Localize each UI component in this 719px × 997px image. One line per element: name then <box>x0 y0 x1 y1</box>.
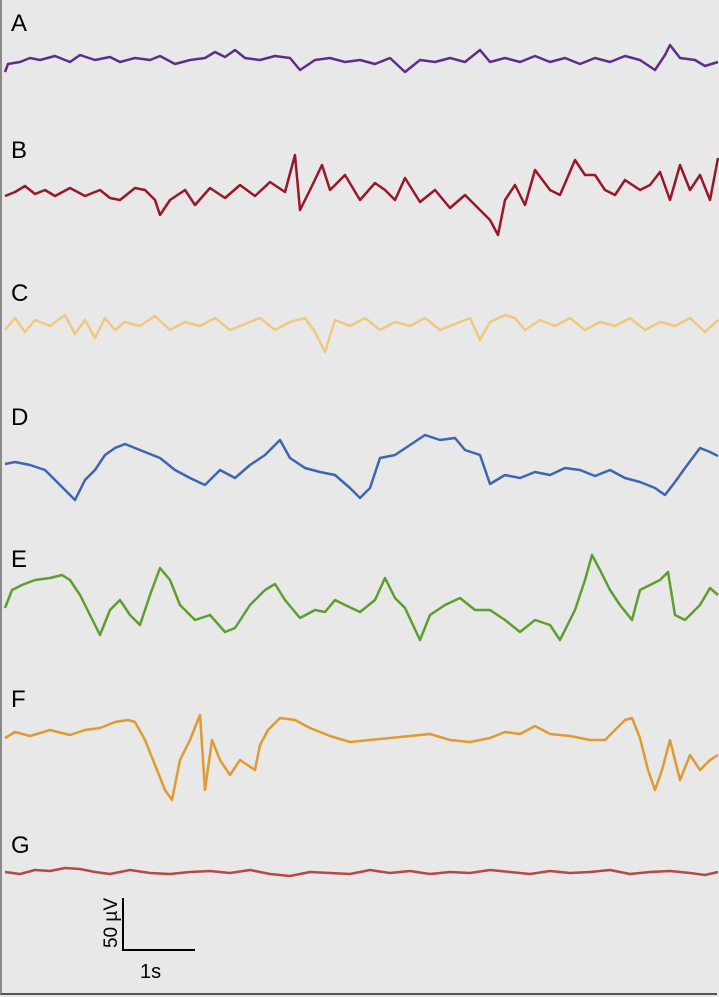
trace-label-f: F <box>11 686 26 713</box>
scale-bar-time <box>122 949 195 951</box>
trace-c <box>4 313 719 354</box>
scale-bar-voltage <box>122 898 124 950</box>
trace-label-c: C <box>11 280 29 307</box>
trace-label-e: E <box>11 546 28 573</box>
trace-e <box>3 553 719 642</box>
trace-label-g: G <box>11 832 30 859</box>
trace-f <box>4 713 719 802</box>
trace-label-d: D <box>11 404 29 431</box>
scale-time-label: 1s <box>140 961 162 983</box>
trace-b <box>4 153 719 237</box>
trace-g <box>4 866 719 878</box>
scale-voltage-label: 50 µV <box>101 897 122 949</box>
trace-label-a: A <box>11 10 28 37</box>
trace-d <box>4 433 719 502</box>
trace-a <box>3 43 719 74</box>
trace-label-b: B <box>11 137 28 164</box>
